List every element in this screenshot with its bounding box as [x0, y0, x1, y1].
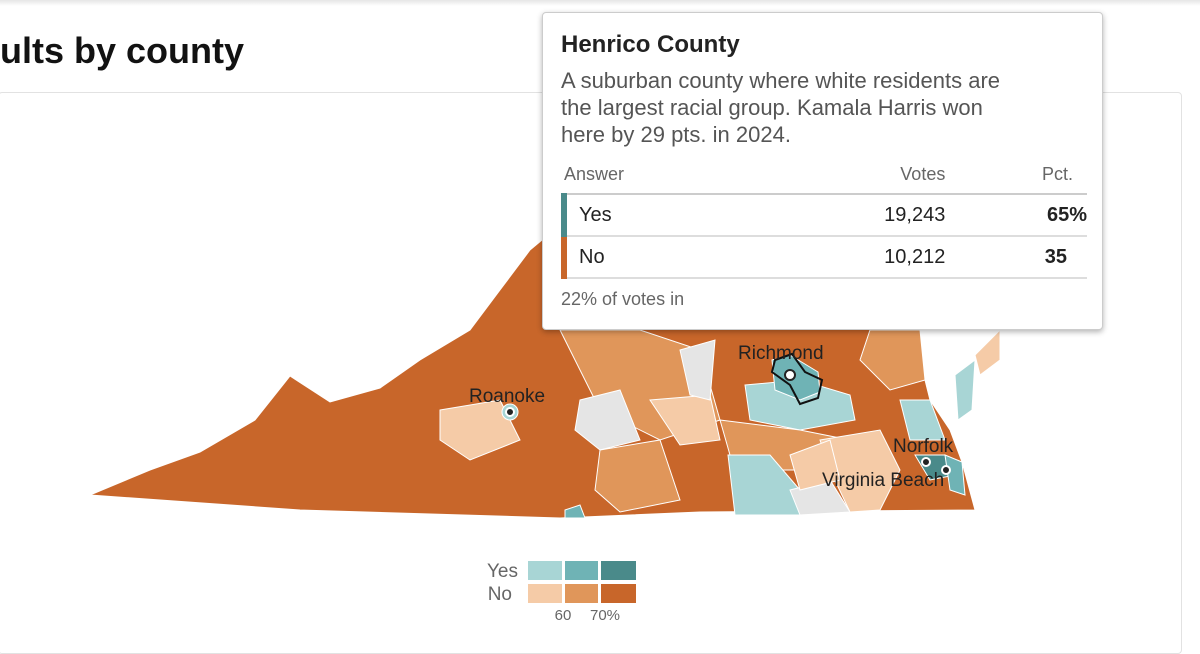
county-patches — [439, 328, 1001, 519]
city-label: Virginia Beach — [822, 470, 944, 491]
results-table: Answer Votes Pct. Yes 19,243 65% No 10,212 35 — [561, 164, 1087, 279]
legend-tick: 60 — [555, 607, 572, 624]
answer: No — [561, 236, 753, 279]
tooltip: Henrico County A suburban county where w… — [542, 12, 1103, 330]
percent: 35 — [945, 236, 1087, 279]
answer: Yes — [561, 194, 753, 237]
legend-tick: 70% — [590, 607, 620, 624]
top-bar — [0, 0, 1200, 6]
column-header: Pct. — [945, 164, 1087, 195]
footnote: 22% of votes in — [561, 289, 685, 309]
tooltip-description: A suburban county where white residents … — [561, 68, 1001, 147]
legend-label: Yes — [487, 561, 518, 582]
votes: 19,243 — [752, 194, 946, 237]
tooltip-title: Henrico County — [561, 31, 740, 58]
legend-label: No — [488, 584, 512, 605]
city-label: Richmond — [738, 343, 824, 364]
column-header: Votes — [752, 164, 946, 195]
selected-county-outline — [770, 352, 824, 406]
legend: Yes No 60 70% — [487, 561, 636, 624]
city-label: Roanoke — [469, 386, 545, 407]
column-header: Answer — [564, 164, 753, 195]
percent: 65% — [945, 194, 1087, 237]
city-label: Norfolk — [893, 436, 954, 457]
votes: 10,212 — [752, 236, 946, 279]
city-markers — [505, 369, 951, 475]
page-title: ults by county — [0, 30, 245, 71]
